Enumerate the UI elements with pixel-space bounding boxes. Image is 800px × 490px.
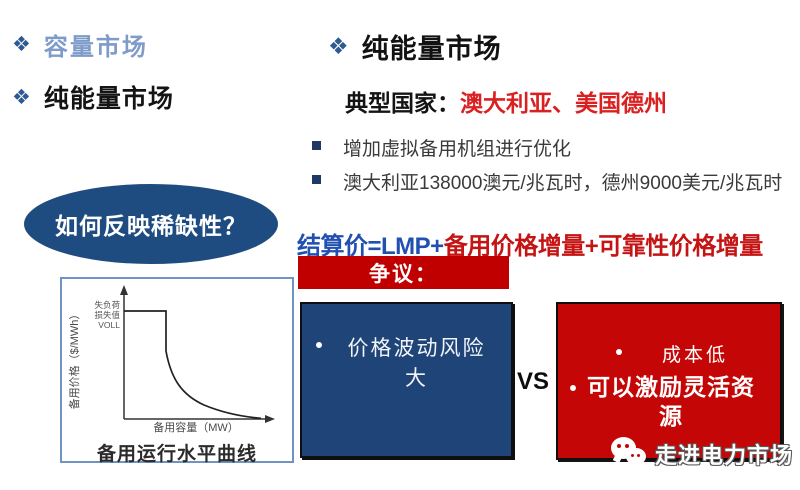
heading-capacity-market-label: 容量市场: [43, 34, 148, 61]
square-bullet-icon: [312, 141, 321, 150]
dispute-banner: 争议：: [298, 256, 509, 289]
heading-pure-energy-market-right-label: 纯能量市场: [361, 34, 502, 64]
equation-blue-part: 结算价=LMP+: [297, 233, 444, 260]
equation-red-part: 备用价格增量+可靠性价格增量: [443, 233, 764, 260]
typical-countries-prefix: 典型国家：: [345, 90, 460, 116]
bullet-text-virtual-reserve: 增加虚拟备用机组进行优化: [343, 139, 572, 160]
heading-pure-energy-market-left-label: 纯能量市场: [43, 85, 174, 113]
pro-card-text-flexible-resources: 可以激励灵活资源: [587, 374, 755, 429]
typical-countries-value: 澳大利亚、美国德州: [460, 90, 667, 116]
voll-annotation-line1: 失负荷: [94, 300, 120, 310]
voll-annotation-line2: 损失值: [94, 310, 120, 320]
list-item: 成本低: [616, 340, 754, 367]
heading-pure-energy-market-right: ❖ 纯能量市场: [328, 27, 502, 66]
diamond-bullet-icon: ❖: [12, 85, 31, 109]
list-item: 价格波动风险大: [316, 332, 493, 392]
square-bullet-icon: [312, 175, 321, 184]
wechat-icon: [611, 436, 651, 472]
reserve-demand-curve-chart: 备用价格（$/MWh） 失负荷 损失值 VOLL 备用容量（MW）: [67, 285, 275, 434]
dot-bullet-icon: [616, 349, 622, 355]
dot-bullet-icon: [570, 385, 576, 391]
wechat-watermark: 走进电力市场: [611, 436, 793, 472]
vs-label: VS: [517, 368, 550, 395]
dispute-banner-label: 争议：: [369, 262, 438, 286]
y-axis-label: 备用价格（$/MWh）: [67, 309, 81, 410]
wechat-watermark-label: 走进电力市场: [655, 443, 794, 468]
con-card-text: 价格波动风险大: [347, 337, 486, 390]
pro-card-text-low-cost: 成本低: [661, 345, 728, 366]
diamond-bullet-icon: ❖: [328, 33, 349, 59]
pro-card-benefits: 成本低 可以激励灵活资源: [556, 302, 782, 460]
heading-capacity-market: ❖ 容量市场: [12, 27, 148, 62]
list-item: 增加虚拟备用机组进行优化: [312, 134, 571, 161]
reserve-curve-chart-panel: 备用价格（$/MWh） 失负荷 损失值 VOLL 备用容量（MW） 备用运行水平…: [60, 277, 294, 465]
typical-countries-line: 典型国家：澳大利亚、美国德州: [345, 84, 667, 118]
list-item: 澳大利亚138000澳元/兆瓦时，德州9000美元/兆瓦时: [312, 168, 782, 195]
voll-annotation-line3: VOLL: [98, 320, 120, 330]
x-axis-arrow-icon: [265, 415, 275, 423]
heading-pure-energy-market-left: ❖ 纯能量市场: [12, 79, 174, 115]
diamond-bullet-icon: ❖: [12, 33, 31, 56]
con-card-price-volatility: 价格波动风险大: [300, 302, 513, 458]
x-axis-label: 备用容量（MW）: [153, 420, 239, 433]
scarcity-question-text: 如何反映稀缺性？: [55, 213, 247, 239]
reserve-demand-curve: [124, 310, 262, 420]
list-item: 可以激励灵活资源: [570, 373, 758, 431]
settlement-price-equation: 结算价=LMP+备用价格增量+可靠性价格增量: [297, 226, 763, 261]
bullet-text-price-caps: 澳大利亚138000澳元/兆瓦时，德州9000美元/兆瓦时: [343, 173, 783, 194]
dot-bullet-icon: [316, 342, 322, 348]
y-axis-arrow-icon: [120, 285, 128, 295]
scarcity-question-bubble: 如何反映稀缺性？: [24, 184, 278, 264]
chart-caption: 备用运行水平曲线: [96, 444, 257, 465]
